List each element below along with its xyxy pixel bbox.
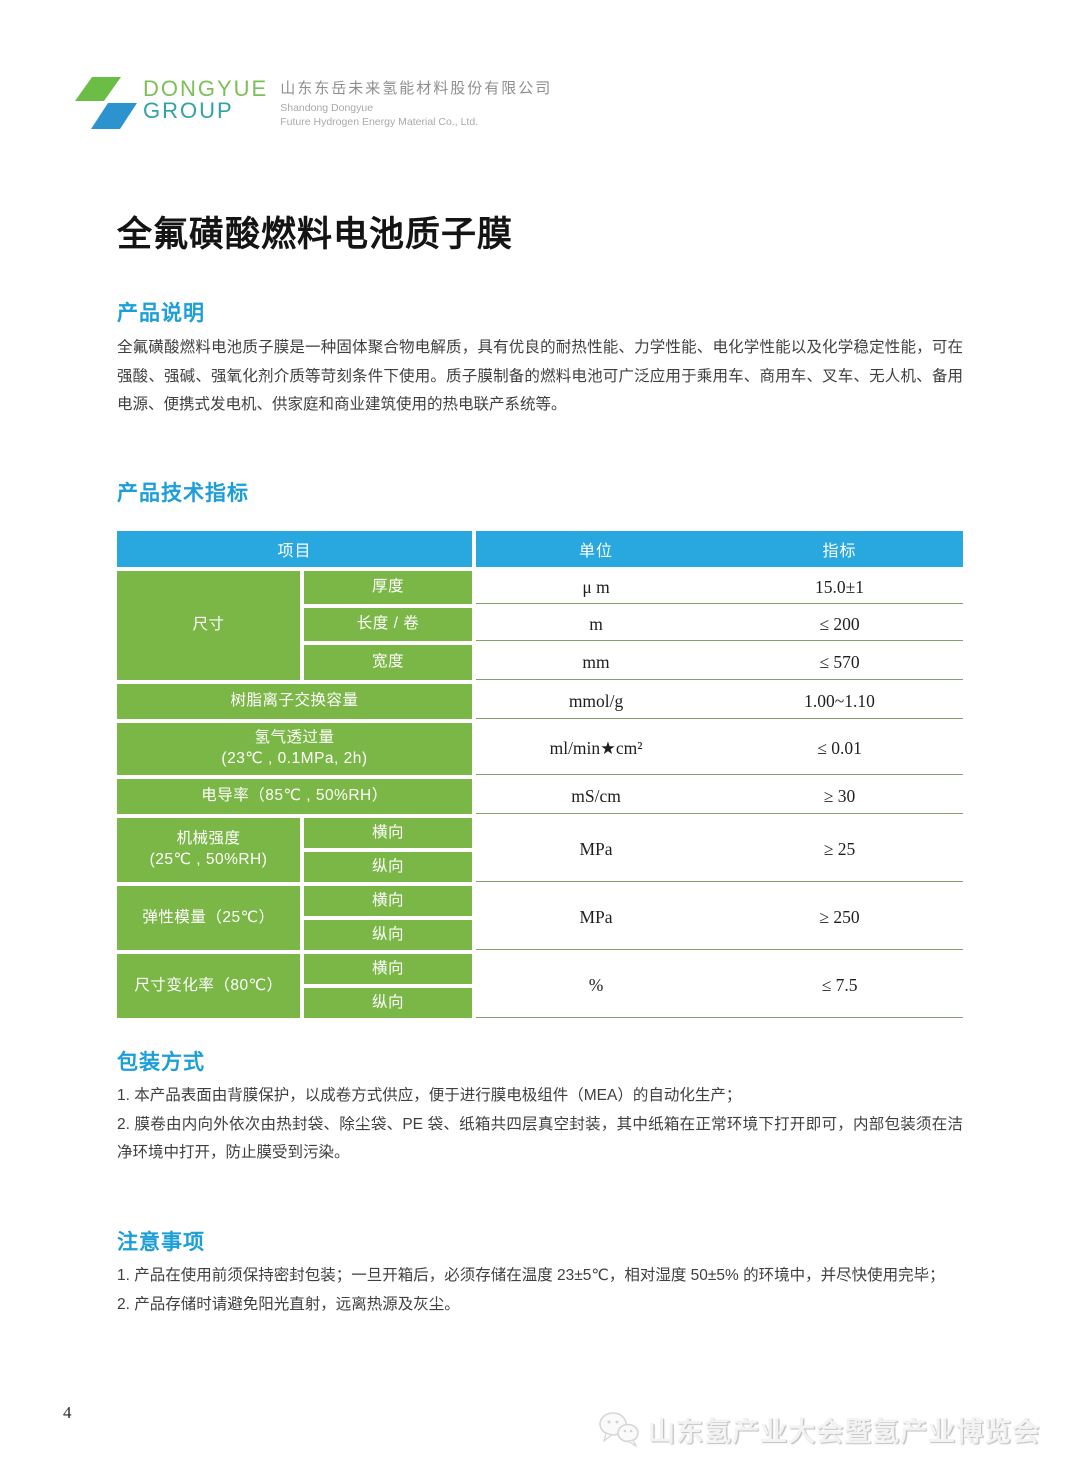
table-header-right: 单位 指标 <box>476 531 963 567</box>
unit-value: ml/min★cm² <box>549 738 643 758</box>
unit-value: mm <box>582 651 610 672</box>
subitem-cell-transverse: 横向 <box>304 818 472 848</box>
subitem-cell-width: 宽度 <box>304 645 472 680</box>
company-name-english: Shandong Dongyue Future Hydrogen Energy … <box>280 102 479 129</box>
watermark-text: 山东氢产业大会暨氢产业博览会 <box>648 1417 1040 1447</box>
table-row-ion-exchange: mmol/g 1.00~1.10 <box>476 684 963 719</box>
table-row-mechanical-strength: MPa ≥ 25 <box>476 818 963 882</box>
table-row-dimension-change: % ≤ 7.5 <box>476 954 963 1018</box>
table-row-width: mm ≤ 570 <box>476 645 963 680</box>
spec-value: ≤ 0.01 <box>817 738 862 758</box>
unit-value: MPa <box>579 839 613 859</box>
category-cell-dimension-change: 尺寸变化率（80℃） <box>117 954 300 1018</box>
page-title: 全氟磺酸燃料电池质子膜 <box>117 215 514 254</box>
section-heading-packaging: 包装方式 <box>117 1051 205 1074</box>
spec-value: 15.0±1 <box>815 576 865 597</box>
section-heading-specs: 产品技术指标 <box>117 482 249 505</box>
subitem-cell-longitudinal: 纵向 <box>304 988 472 1018</box>
subitem-cell-transverse: 横向 <box>304 886 472 916</box>
category-cell-size: 尺寸 <box>117 571 300 680</box>
table-header-spec: 指标 <box>822 543 857 560</box>
subitem-cell-length: 长度 / 卷 <box>304 608 472 641</box>
subitem-cell-longitudinal: 纵向 <box>304 852 472 882</box>
category-cell-mechanical-strength: 机械强度 (25℃ , 50%RH) <box>117 818 300 882</box>
section-heading-notes: 注意事项 <box>117 1231 205 1254</box>
watermark: 山东氢产业大会暨氢产业博览会 <box>598 1410 1040 1449</box>
table-row-h2-permeability: ml/min★cm² ≤ 0.01 <box>476 723 963 775</box>
spec-value: ≤ 200 <box>819 613 860 634</box>
table-row-conductivity: mS/cm ≥ 30 <box>476 779 963 814</box>
spec-value: ≥ 30 <box>823 785 856 806</box>
description-paragraph: 全氟磺酸燃料电池质子膜是一种固体聚合物电解质，具有优良的耐热性能、力学性能、电化… <box>117 339 963 414</box>
section-heading-description: 产品说明 <box>117 302 205 325</box>
spec-table: 项目 单位 指标 尺寸 厚度 μ m 15.0±1 长度 / 卷 m ≤ 200… <box>117 531 963 1018</box>
category-cell-conductivity: 电导率（85℃ , 50%RH） <box>117 779 472 814</box>
wechat-icon <box>599 1411 639 1448</box>
list-item: 2. 产品存储时请避免阳光直射，远离热源及灰尘。 <box>117 1295 460 1313</box>
logo-word-dongyue: DONGYUE <box>143 76 269 101</box>
subitem-cell-longitudinal: 纵向 <box>304 920 472 950</box>
page-number: 4 <box>63 1403 72 1422</box>
unit-value: mmol/g <box>568 690 624 711</box>
spec-value: ≥ 250 <box>819 907 860 927</box>
condition-line: (23℃ , 0.1MPa, 2h) <box>221 750 368 767</box>
list-item: 2. 膜卷由内向外依次由热封袋、除尘袋、PE 袋、纸箱共四层真空封装，其中纸箱在… <box>117 1115 963 1162</box>
table-row-thickness: μ m 15.0±1 <box>476 571 963 604</box>
dongyue-logo-icon <box>75 77 137 129</box>
packaging-list: 1. 本产品表面由背膜保护，以成卷方式供应，便于进行膜电极组件（MEA）的自动化… <box>117 1082 963 1168</box>
logo-word-group: GROUP <box>143 98 234 124</box>
table-row-elastic-modulus: MPa ≥ 250 <box>476 886 963 950</box>
unit-value: mS/cm <box>571 785 621 806</box>
list-item: 1. 产品在使用前须保持密封包装；一旦开箱后，必须存储在温度 23±5℃，相对湿… <box>117 1267 945 1284</box>
unit-value: % <box>588 975 604 995</box>
dongyue-logo-text: DONGYUE GROUP <box>143 76 269 124</box>
unit-value: μ m <box>582 576 610 597</box>
unit-value: m <box>589 613 603 634</box>
company-header: DONGYUE GROUP 山东东岳未来氢能材料股份有限公司 Shandong … <box>75 76 552 130</box>
spec-value: ≤ 570 <box>819 651 860 672</box>
subitem-cell-thickness: 厚度 <box>304 571 472 604</box>
notes-list: 1. 产品在使用前须保持密封包装；一旦开箱后，必须存储在温度 23±5℃，相对湿… <box>117 1262 963 1319</box>
category-cell-h2-permeability: 氢气透过量 (23℃ , 0.1MPa, 2h) <box>117 723 472 775</box>
company-name-chinese: 山东东岳未来氢能材料股份有限公司 <box>280 80 553 97</box>
condition-line: (25℃ , 50%RH) <box>149 851 268 868</box>
spec-value: ≤ 7.5 <box>821 975 858 995</box>
company-names: 山东东岳未来氢能材料股份有限公司 Shandong Dongyue Future… <box>280 77 552 129</box>
table-header-unit: 单位 <box>579 543 614 560</box>
category-cell-elastic-modulus: 弹性模量（25℃） <box>117 886 300 950</box>
table-header-item: 项目 <box>117 531 472 567</box>
unit-value: MPa <box>579 907 613 927</box>
table-row-length: m ≤ 200 <box>476 608 963 641</box>
spec-value: 1.00~1.10 <box>804 690 875 711</box>
category-cell-ion-exchange: 树脂离子交换容量 <box>117 684 472 719</box>
spec-value: ≥ 25 <box>823 839 856 859</box>
list-item: 1. 本产品表面由背膜保护，以成卷方式供应，便于进行膜电极组件（MEA）的自动化… <box>117 1087 742 1104</box>
subitem-cell-transverse: 横向 <box>304 954 472 984</box>
